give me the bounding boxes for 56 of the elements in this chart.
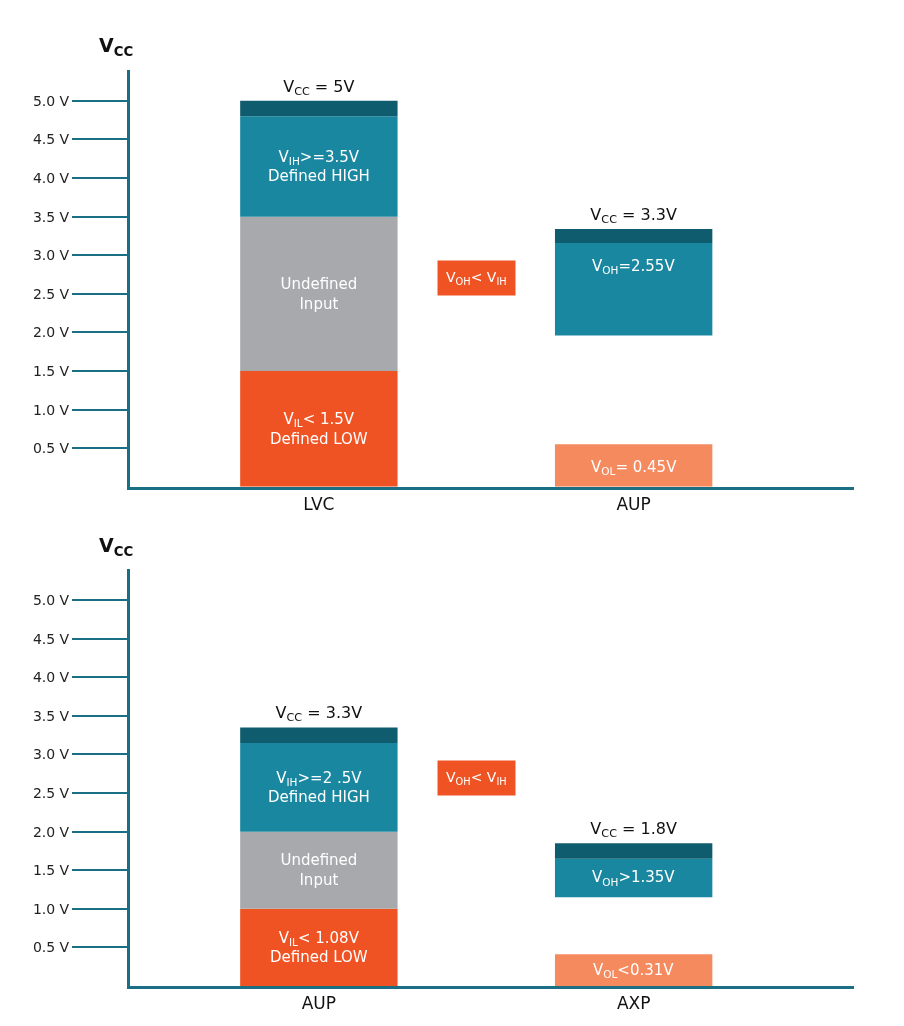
x-tick-label: LVC [303,494,335,515]
y-tick-label: 1.5 V [32,362,70,379]
bar [240,727,398,743]
annotation: V$_{OH}$=2.55V [592,257,676,277]
annotation: V$_{OL}$= 0.45V [591,458,678,478]
y-tick-label: 5.0 V [32,92,70,109]
y-tick-label: 4.0 V [32,169,70,186]
y-tick-label: 2.5 V [32,285,70,302]
x-tick-label: AXP [616,993,651,1014]
y-tick-label: 2.0 V [32,324,70,341]
y-tick-label: 5.0 V [32,591,70,608]
bar [240,116,398,217]
y-tick-label: 0.5 V [32,939,70,956]
data-label: V$_{IL}$< 1.08V Defined LOW [269,928,368,967]
data-label: Undefined Input [280,851,358,889]
y-tick-label: 0.5 V [32,440,70,457]
y-tick-label: 1.0 V [32,900,70,917]
data-label: V$_{CC}$ = 3.3V [275,703,363,725]
data-label: V$_{CC}$ = 1.8V [590,818,677,841]
y-tick-label: 3.5 V [32,707,70,724]
bar [554,954,713,986]
bar [240,742,398,832]
data-label: V$_{CC}$ = 5V [283,76,355,98]
y-axis-title: V$_{CC}$ [99,534,134,559]
y-tick-label: 4.0 V [32,669,70,686]
bar [554,843,713,859]
bar [240,908,398,986]
x-tick-label: AUP [301,993,337,1014]
bar [240,216,398,372]
y-tick-label: 4.5 V [32,630,70,647]
data-label: V$_{IL}$< 1.5V Defined LOW [269,410,368,448]
y-tick-label: 2.5 V [32,784,70,801]
data-label: V$_{OH}$>1.35V [591,868,676,888]
y-tick-label: 3.5 V [32,208,70,225]
data-label: V$_{IH}$>=3.5V Defined HIGH [267,147,370,186]
y-tick-label: 3.0 V [32,247,70,264]
bar [240,371,398,487]
y-tick-label: 1.0 V [32,401,70,418]
data-label: V$_{CC}$ = 3.3V [590,204,677,226]
annotation: V$_{OH}$< V$_{IH}$ [446,269,507,287]
bar [554,444,713,487]
annotation: V$_{OH}$< V$_{IH}$ [446,769,507,787]
bar [554,228,713,243]
bar [240,831,398,909]
data-label: V$_{OL}$<0.31V [592,960,675,980]
y-tick-label: 1.5 V [32,862,70,879]
y-tick-label: 3.0 V [32,746,70,763]
bar [554,242,713,336]
bar [554,858,713,898]
y-tick-label: 2.0 V [32,823,70,840]
data-label: V$_{IH}$>=2 .5V Defined HIGH [267,768,370,807]
bar [240,100,398,117]
y-axis-title: V$_{CC}$ [99,34,134,59]
x-tick-label: AUP [616,494,651,515]
data-label: Undefined Input [280,275,358,313]
y-tick-label: 4.5 V [32,131,70,148]
